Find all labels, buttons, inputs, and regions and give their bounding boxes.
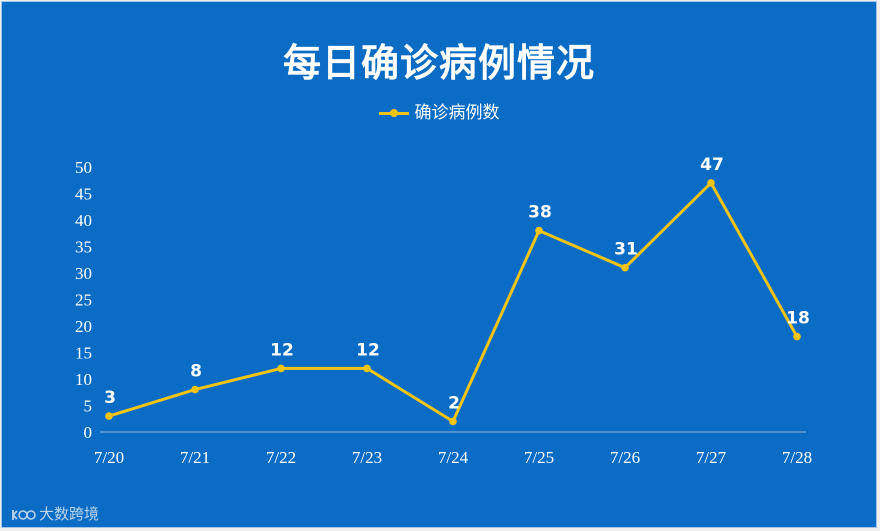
legend-line-marker (378, 107, 409, 119)
data-point (105, 412, 113, 420)
data-label: 38 (528, 203, 552, 223)
watermark-text: 大数跨境 (39, 505, 100, 523)
data-point (535, 226, 543, 235)
series-line (108, 181, 799, 423)
x-tick-label: 7/22 (266, 448, 296, 467)
data-label: 12 (270, 340, 294, 360)
y-tick-label: 5 (84, 397, 93, 416)
x-tick-label: 7/20 (94, 448, 124, 467)
x-tick-label: 7/27 (696, 448, 727, 467)
x-tick-label: 7/23 (352, 448, 382, 467)
data-point (449, 417, 457, 426)
y-tick-label: 45 (75, 185, 92, 204)
data-point (277, 364, 285, 373)
data-label: 12 (356, 340, 380, 360)
y-tick-label: 20 (75, 317, 92, 336)
chart-legend: 确诊病例数 (2, 98, 876, 123)
data-label: 47 (700, 155, 724, 175)
legend-label: 确诊病例数 (414, 103, 500, 123)
watermark: 大数跨境 (10, 503, 99, 524)
x-tick-label: 7/24 (438, 448, 469, 467)
x-tick-label: 7/28 (782, 448, 812, 467)
data-point (707, 179, 715, 187)
x-tick-label: 7/21 (180, 448, 210, 467)
y-tick-label: 50 (75, 158, 92, 177)
watermark-logo-icon (12, 509, 36, 520)
data-label: 2 (448, 393, 460, 413)
y-tick-label: 30 (75, 264, 92, 283)
data-point (793, 332, 801, 341)
chart-title: 每日确诊病例情况 (282, 41, 595, 85)
data-point (191, 385, 199, 394)
y-tick-label: 35 (75, 238, 92, 257)
data-point (363, 364, 371, 373)
data-label: 8 (190, 362, 202, 382)
x-tick-label: 7/26 (610, 448, 640, 467)
y-tick-label: 15 (75, 344, 92, 363)
y-tick-label: 0 (84, 423, 93, 442)
y-tick-label: 40 (75, 211, 92, 230)
y-tick-label: 10 (75, 370, 92, 389)
data-label: 18 (786, 309, 810, 329)
data-label: 31 (614, 240, 638, 260)
data-point (621, 263, 629, 272)
y-tick-label: 25 (75, 291, 92, 310)
x-tick-label: 7/25 (524, 448, 554, 467)
data-label: 3 (104, 388, 116, 408)
